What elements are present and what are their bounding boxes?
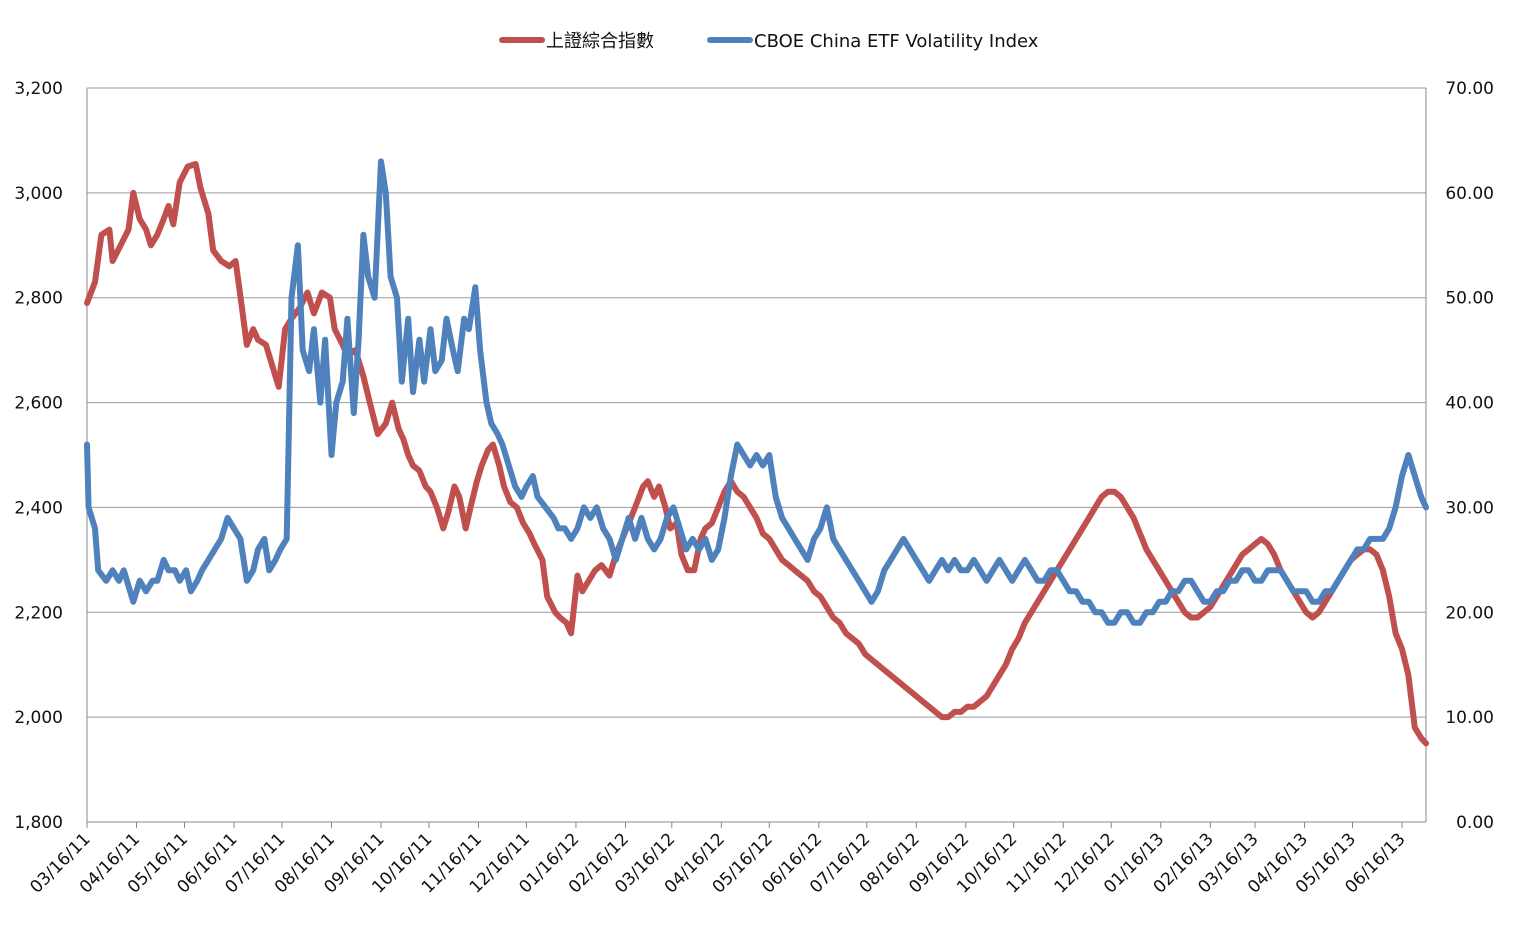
legend-label: CBOE China ETF Volatility Index (754, 31, 1039, 52)
y-left-tick-label: 1,800 (14, 813, 63, 833)
y-right-tick-label: 0.00 (1456, 813, 1494, 833)
y-right-tick-label: 20.00 (1445, 603, 1494, 623)
y-left-tick-label: 2,200 (14, 603, 63, 623)
y-right-tick-label: 70.00 (1445, 79, 1494, 99)
series-line-cboe-china-etf-vix (84, 158, 1429, 626)
y-left-tick-label: 2,600 (14, 394, 63, 414)
y-left-tick-label: 2,000 (14, 708, 63, 728)
y-left-tick-label: 2,800 (14, 289, 63, 309)
y-right-tick-label: 30.00 (1445, 498, 1494, 518)
y-right-tick-label: 40.00 (1445, 394, 1494, 414)
y-right-tick-label: 50.00 (1445, 289, 1494, 309)
legend-label: 上證綜合指數 (546, 31, 654, 52)
y-left-tick-label: 2,400 (14, 498, 63, 518)
y-right-tick-label: 10.00 (1445, 708, 1494, 728)
y-right-tick-label: 60.00 (1445, 184, 1494, 204)
series-line-sse-composite (84, 161, 1429, 747)
y-left-tick-label: 3,000 (14, 184, 63, 204)
y-left-tick-label: 3,200 (14, 79, 63, 99)
legend: 上證綜合指數 CBOE China ETF Volatility Index (499, 31, 1039, 52)
